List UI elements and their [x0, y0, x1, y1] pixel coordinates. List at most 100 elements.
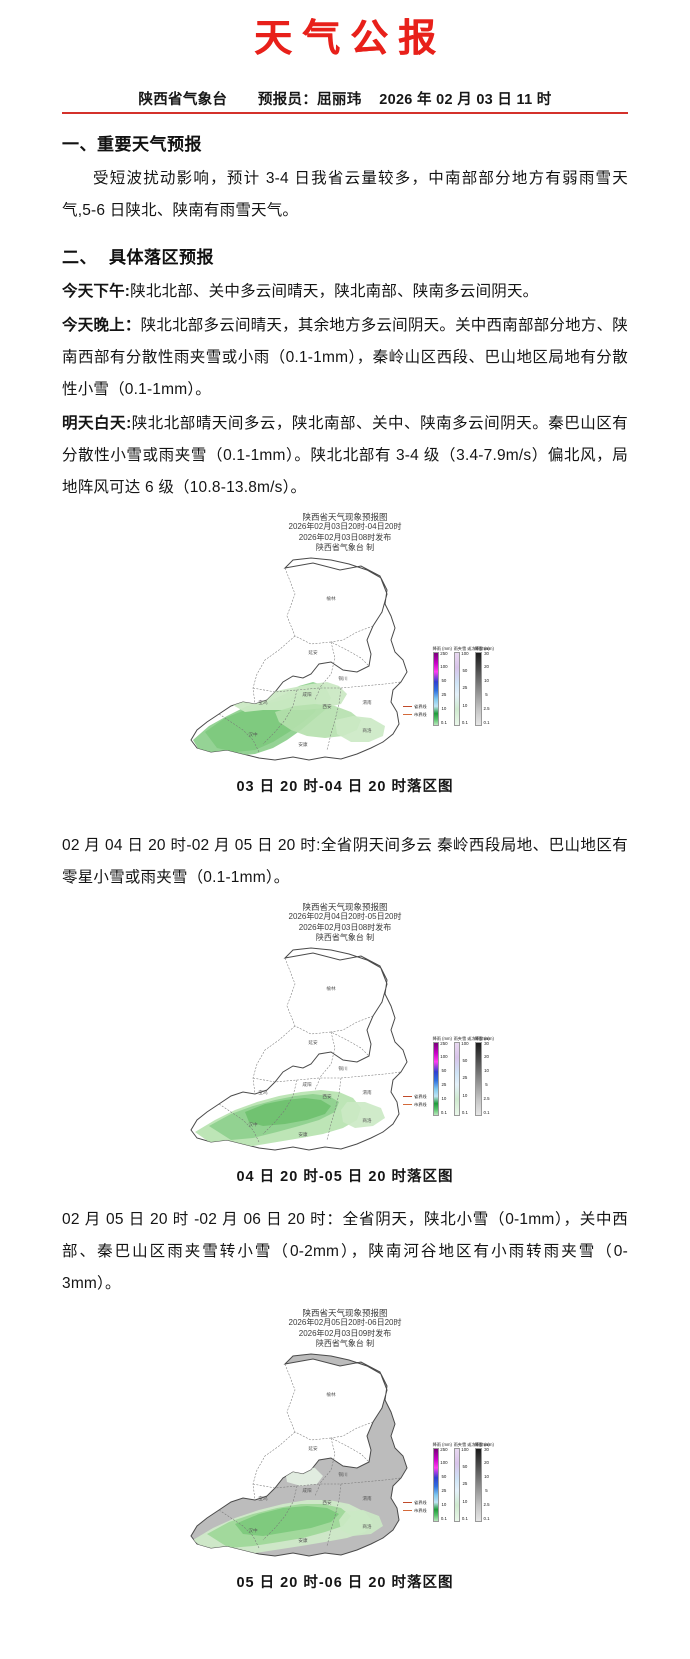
- legend-bar-rain-3: [432, 1447, 440, 1522]
- figure-3-caption: 05 日 20 时-06 日 20 时落区图: [236, 1574, 454, 1591]
- legend-line-city-3: 市界线: [403, 1508, 427, 1514]
- map-city-labels: 榆林 延安 铜川 宝鸡 咸阳 西安 渭南 汉中 安康 商洛: [248, 595, 372, 748]
- period-forecast-text-2: 02 月 04 日 20 时-02 月 05 日 20 时:全省阴天间多云 秦岭…: [62, 836, 628, 886]
- figure-2-header: 陕西省天气现象预报图 2026年02月04日20时-05日20时 2026年02…: [0, 898, 690, 944]
- figure-forecast-map-2: 陕西省天气现象预报图 2026年02月04日20时-05日20时 2026年02…: [0, 898, 690, 1186]
- period-forecast-text-3: 02 月 05 日 20 时 -02 月 06 日 20 时：全省阴天，陕北小雪…: [62, 1210, 628, 1292]
- legend-ticks-snow-1: 30 20 10 5 2.5 0.1: [483, 650, 490, 725]
- map-legend-3: 省界线 市界线 降雨 (mm) 250 100 50: [403, 1441, 494, 1522]
- city-label-ankang: 安康: [298, 1131, 308, 1138]
- map-canvas-2: 榆林 延安 铜川 宝鸡 咸阳 西安 渭南 汉中 安康 商洛 省界线: [135, 944, 555, 1159]
- section-2-title: 具体落区预报: [109, 247, 214, 267]
- legend-ticks-rain-2: 250 100 50 25 10 0.1: [440, 1040, 448, 1115]
- figure-1-header-line-3: 2026年02月03日08时发布: [298, 532, 392, 542]
- figure-3-header-line-1: 陕西省天气现象预报图: [302, 1307, 388, 1318]
- map-city-labels: 榆林 延安 铜川 宝鸡 咸阳 西安 渭南 汉中 安康 商洛: [248, 1391, 372, 1544]
- city-label-xian: 西安: [322, 703, 332, 710]
- city-line-icon: [403, 714, 412, 715]
- legend-bar-sleet-2: [453, 1041, 461, 1116]
- legend-col-sleet-3: 雨夹雪 或冻雨(mm) 100 50 25 10 0.1: [453, 1441, 490, 1522]
- legend-bar-sleet-1: [453, 651, 461, 726]
- figure-3-header-line-4: 陕西省气象台 制: [315, 1339, 375, 1348]
- city-label-ankang: 安康: [298, 741, 308, 748]
- city-label-hanzhong: 汉中: [248, 1121, 258, 1128]
- province-line-icon: [403, 706, 412, 707]
- city-label-yanan: 延安: [308, 649, 318, 656]
- figure-forecast-map-1: 陕西省天气现象预报图 2026年02月03日20时-04日20时 2026年02…: [0, 508, 690, 796]
- legend-title-snow-2: 降雪 (mm): [474, 1035, 494, 1041]
- shaanxi-province-map-3: 榆林 延安 铜川 宝鸡 咸阳 西安 渭南 汉中 安康 商洛: [190, 1352, 408, 1557]
- city-label-shangluo: 商洛: [362, 1117, 372, 1124]
- city-label-yanan: 延安: [308, 1039, 318, 1046]
- forecast-text-tonight: 陕北北部多云间晴天，其余地方多云间阴天。关中西南部部分地方、陕南西部有分散性雨夹…: [62, 316, 628, 398]
- city-label-weinan: 渭南: [362, 699, 372, 706]
- legend-ticks-snow-2: 30 20 10 5 2.5 0.1: [483, 1040, 490, 1115]
- prefecture-boundaries: [218, 1363, 402, 1548]
- legend-line-city-label-1: 市界线: [414, 711, 427, 717]
- city-label-baoji: 宝鸡: [258, 699, 268, 706]
- figure-1-caption: 03 日 20 时-04 日 20 时落区图: [236, 778, 454, 795]
- figure-2-header-line-4: 陕西省气象台 制: [315, 933, 375, 942]
- legend-line-city-2: 市界线: [403, 1102, 427, 1108]
- legend-line-province-label-1: 省界线: [414, 703, 427, 709]
- figure-2-caption: 04 日 20 时-05 日 20 时落区图: [236, 1168, 454, 1185]
- city-label-shangluo: 商洛: [362, 727, 372, 734]
- legend-col-rain-2: 降雨 (mm) 250 100 50 25 10 0.1: [432, 1035, 452, 1116]
- legend-col-rain-3: 降雨 (mm) 250 100 50 25 10 0.1: [432, 1441, 452, 1522]
- city-label-yulin: 榆林: [326, 1391, 336, 1398]
- figure-3-header-line-3: 2026年02月03日09时发布: [298, 1328, 392, 1338]
- city-label-tongchuan: 铜川: [338, 1471, 348, 1478]
- forecast-item-tomorrow-day: 明天白天:陕北北部晴天间多云，陕北南部、关中、陕南多云间阴天。秦巴山区有分散性小…: [62, 408, 628, 504]
- map-canvas-3: 榆林 延安 铜川 宝鸡 咸阳 西安 渭南 汉中 安康 商洛 省界线: [135, 1350, 555, 1565]
- map-legend-1: 省界线 市界线 降雨 (mm) 250 100 50: [403, 645, 494, 726]
- legend-line-city-label-3: 市界线: [414, 1507, 427, 1513]
- legend-title-rain-3: 降雨 (mm): [432, 1441, 452, 1447]
- map-canvas-1: 榆林 延安 铜川 宝鸡 咸阳 西安 渭南 汉中 安康 商洛 省界线: [135, 554, 555, 769]
- section-heading-2: 二、 具体落区预报: [62, 243, 628, 268]
- legend-boundary-lines-3: 省界线 市界线: [403, 1442, 427, 1516]
- figure-2-header-line-2: 2026年02月04日20时-05日20时: [288, 912, 402, 921]
- city-line-icon: [403, 1510, 412, 1511]
- legend-bar-snow-1: [474, 651, 483, 726]
- legend-title-sleet-2: 雨夹雪 或冻雨(mm): [453, 1035, 490, 1041]
- legend-col-sleet-1: 雨夹雪 或冻雨(mm) 100 50 25 10 0.1: [453, 645, 490, 726]
- city-label-yulin: 榆林: [326, 595, 336, 602]
- legend-title-rain-2: 降雨 (mm): [432, 1035, 452, 1041]
- figure-2-header-line-3: 2026年02月03日08时发布: [298, 922, 392, 932]
- city-label-xian: 西安: [322, 1499, 332, 1506]
- precipitation-overlay-1: [193, 681, 385, 756]
- legend-line-city-1: 市界线: [403, 712, 427, 718]
- figure-2-header-line-1: 陕西省天气现象预报图: [302, 901, 388, 912]
- legend-ticks-rain-1: 250 100 50 25 10 0.1: [440, 650, 448, 725]
- section-1-title: 重要天气预报: [97, 134, 202, 154]
- city-label-xianyang: 咸阳: [302, 1487, 312, 1494]
- legend-title-snow-3: 降雪 (mm): [474, 1441, 494, 1447]
- legend-col-sleet-2: 雨夹雪 或冻雨(mm) 100 50 25 10 0.1: [453, 1035, 490, 1116]
- document-body: 一、重要天气预报 受短波扰动影响，预计 3-4 日我省云量较多，中南部部分地方有…: [0, 130, 690, 504]
- city-label-yulin: 榆林: [326, 985, 336, 992]
- legend-title-sleet-1: 雨夹雪 或冻雨(mm): [453, 645, 490, 651]
- legend-ticks-sleet-1: 100 50 25 10 0.1: [461, 650, 469, 725]
- map-legend-2: 省界线 市界线 降雨 (mm) 250 100 50: [403, 1035, 494, 1116]
- legend-title-sleet-3: 雨夹雪 或冻雨(mm): [453, 1441, 490, 1447]
- legend-bar-rain-2: [432, 1041, 440, 1116]
- legend-col-snow-1: 降雪 (mm) 30 20 10 5 2.5 0.1: [474, 646, 494, 726]
- figure-1-header: 陕西省天气现象预报图 2026年02月03日20时-04日20时 2026年02…: [0, 508, 690, 554]
- legend-ticks-snow-3: 30 20 10 5 2.5 0.1: [483, 1446, 490, 1521]
- city-label-yanan: 延安: [308, 1445, 318, 1452]
- section-1-number: 一、: [62, 134, 97, 154]
- figure-forecast-map-3: 陕西省天气现象预报图 2026年02月05日20时-06日20时 2026年02…: [0, 1304, 690, 1592]
- shaanxi-province-map-2: 榆林 延安 铜川 宝鸡 咸阳 西安 渭南 汉中 安康 商洛: [190, 946, 408, 1151]
- shaanxi-province-map-1: 榆林 延安 铜川 宝鸡 咸阳 西安 渭南 汉中 安康 商洛: [190, 556, 408, 761]
- map-city-labels: 榆林 延安 铜川 宝鸡 咸阳 西安 渭南 汉中 安康 商洛: [248, 985, 372, 1138]
- figure-1-header-line-1: 陕西省天气现象预报图: [302, 511, 388, 522]
- forecaster: 预报员：屈丽玮: [257, 91, 362, 108]
- legend-bar-snow-2: [474, 1041, 483, 1116]
- city-label-hanzhong: 汉中: [248, 731, 258, 738]
- legend-line-province-1: 省界线: [403, 704, 427, 710]
- legend-col-snow-2: 降雪 (mm) 30 20 10 5 2.5 0.1: [474, 1035, 494, 1116]
- city-label-ankang: 安康: [298, 1537, 308, 1544]
- city-label-xianyang: 咸阳: [302, 691, 312, 698]
- city-line-icon: [403, 1104, 412, 1105]
